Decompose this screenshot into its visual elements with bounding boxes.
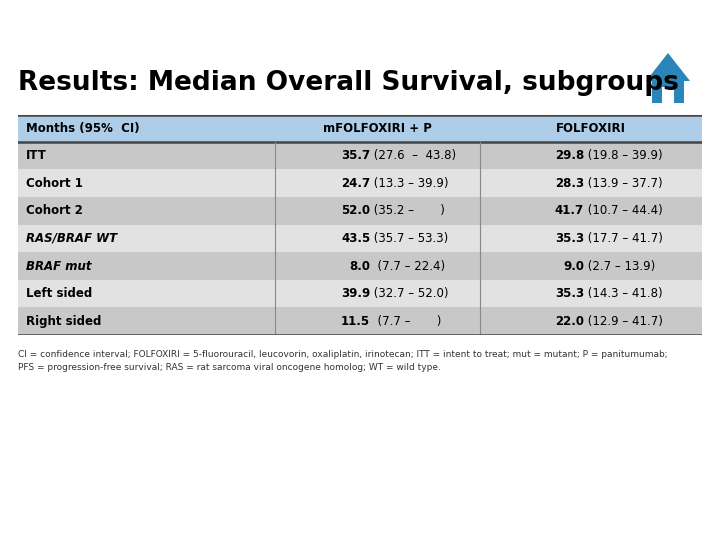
Text: 8.0: 8.0 [349,260,370,273]
Text: (7.7 –       ): (7.7 – ) [370,315,441,328]
Text: FOLFOXIRI: FOLFOXIRI [556,122,626,135]
Bar [274,280,480,307]
Text: (7.7 – 22.4): (7.7 – 22.4) [370,260,446,273]
Bar [274,170,480,197]
Bar [480,170,702,197]
Polygon shape [646,53,690,81]
Bar [274,252,480,280]
Text: (32.7 – 52.0): (32.7 – 52.0) [370,287,449,300]
Bar [274,197,480,225]
Text: 11.5: 11.5 [341,315,370,328]
FancyBboxPatch shape [652,81,684,103]
Text: RAS/BRAF WT: RAS/BRAF WT [26,232,117,245]
Text: Cohort 2: Cohort 2 [26,204,83,217]
Bar [18,170,274,197]
Text: (13.9 – 37.7): (13.9 – 37.7) [584,177,662,190]
Bar [480,252,702,280]
Text: Geissler M, et al. VOLFI: mFOLFOXIRI + panitumumab versus FOLFOXIRI as first-lin: Geissler M, et al. VOLFI: mFOLFOXIRI + p… [49,12,671,36]
Text: (19.8 – 39.9): (19.8 – 39.9) [584,149,662,162]
Text: Results: Median Overall Survival, subgroups: Results: Median Overall Survival, subgro… [18,70,679,96]
Text: (10.7 – 44.4): (10.7 – 44.4) [584,204,662,217]
Bar [274,225,480,252]
Text: CI = confidence interval; FOLFOXIRI = 5-fluorouracil, leucovorin, oxaliplatin, i: CI = confidence interval; FOLFOXIRI = 5-… [18,350,667,372]
Bar [18,252,274,280]
Bar [480,225,702,252]
Bar [480,115,702,142]
Text: 24.7: 24.7 [341,177,370,190]
Text: BRAF mut: BRAF mut [26,260,91,273]
Bar [480,307,702,335]
Text: 35.3: 35.3 [555,287,584,300]
Text: 35.7: 35.7 [341,149,370,162]
Text: 35.3: 35.3 [555,232,584,245]
Text: 9.0: 9.0 [563,260,584,273]
Bar [18,307,274,335]
Text: (14.3 – 41.8): (14.3 – 41.8) [584,287,662,300]
Text: 43.5: 43.5 [341,232,370,245]
Text: Months (95%  CI): Months (95% CI) [26,122,140,135]
Text: (2.7 – 13.9): (2.7 – 13.9) [584,260,655,273]
Text: Cohort 1: Cohort 1 [26,177,83,190]
Text: (35.7 – 53.3): (35.7 – 53.3) [370,232,449,245]
Text: (12.9 – 41.7): (12.9 – 41.7) [584,315,663,328]
Bar [480,280,702,307]
Text: 28.3: 28.3 [555,177,584,190]
Bar [18,225,274,252]
Bar [274,307,480,335]
Text: 39.9: 39.9 [341,287,370,300]
Bar [480,197,702,225]
Text: Right sided: Right sided [26,315,102,328]
Text: ITT: ITT [26,149,47,162]
Text: Left sided: Left sided [26,287,92,300]
Text: (17.7 – 41.7): (17.7 – 41.7) [584,232,663,245]
Text: 41.7: 41.7 [555,204,584,217]
Bar [480,142,702,170]
Text: 29.8: 29.8 [554,149,584,162]
Bar [18,115,274,142]
Bar [18,197,274,225]
Text: mFOLFOXIRI + P: mFOLFOXIRI + P [323,122,431,135]
Bar [274,142,480,170]
Bar [274,115,480,142]
Text: 22.0: 22.0 [555,315,584,328]
Text: (27.6  –  43.8): (27.6 – 43.8) [370,149,456,162]
Text: (35.2 –       ): (35.2 – ) [370,204,445,217]
Bar [18,280,274,307]
Text: 52.0: 52.0 [341,204,370,217]
FancyBboxPatch shape [662,87,674,103]
Bar [18,142,274,170]
Text: (13.3 – 39.9): (13.3 – 39.9) [370,177,449,190]
